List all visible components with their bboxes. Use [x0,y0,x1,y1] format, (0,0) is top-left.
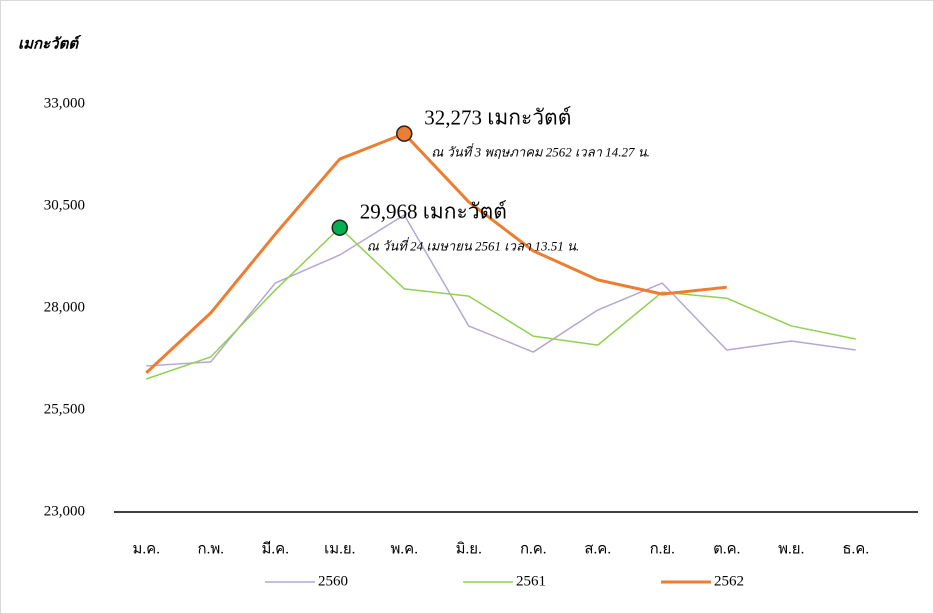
legend-label: 2562 [714,573,744,589]
y-axis-label: เมกะวัตต์ [18,34,82,52]
x-tick-label: ก.ย. [650,541,675,557]
x-tick-label: ส.ค. [584,541,611,557]
x-tick-label: มี.ค. [262,540,289,557]
legend-label: 2560 [318,573,348,589]
series-line [146,226,856,380]
x-tick-label: ธ.ค. [842,541,869,557]
y-tick-label: 33,000 [44,95,85,111]
legend-label: 2561 [516,573,546,589]
series-line [145,132,727,374]
peak-marker [331,219,348,236]
y-tick-label: 25,500 [44,401,85,417]
peak-note: ณ วันที่ 3 พฤษภาคม 2562 เวลา 14.27 น. [431,143,650,160]
peak-label: 29,968 เมกะวัตต์ [360,200,507,224]
y-tick-label: 30,500 [44,197,85,213]
x-tick-label: พ.ย. [778,541,804,557]
series-line [146,214,856,367]
peak-note: ณ วันที่ 24 เมษายน 2561 เวลา 13.51 น. [367,237,579,254]
x-tick-label: พ.ค. [391,541,418,557]
x-tick-label: มิ.ย. [456,540,482,557]
x-tick-label: เม.ย. [324,541,355,557]
x-tick-label: ม.ค. [133,541,160,557]
x-tick-label: ก.พ. [198,541,224,557]
x-tick-label: ต.ค. [713,541,740,557]
peak-label: 32,273 เมกะวัตต์ [424,105,571,129]
y-tick-label: 23,000 [44,503,85,519]
y-tick-label: 28,000 [44,299,85,315]
peak-marker [396,125,413,142]
x-tick-label: ก.ค. [520,541,547,557]
